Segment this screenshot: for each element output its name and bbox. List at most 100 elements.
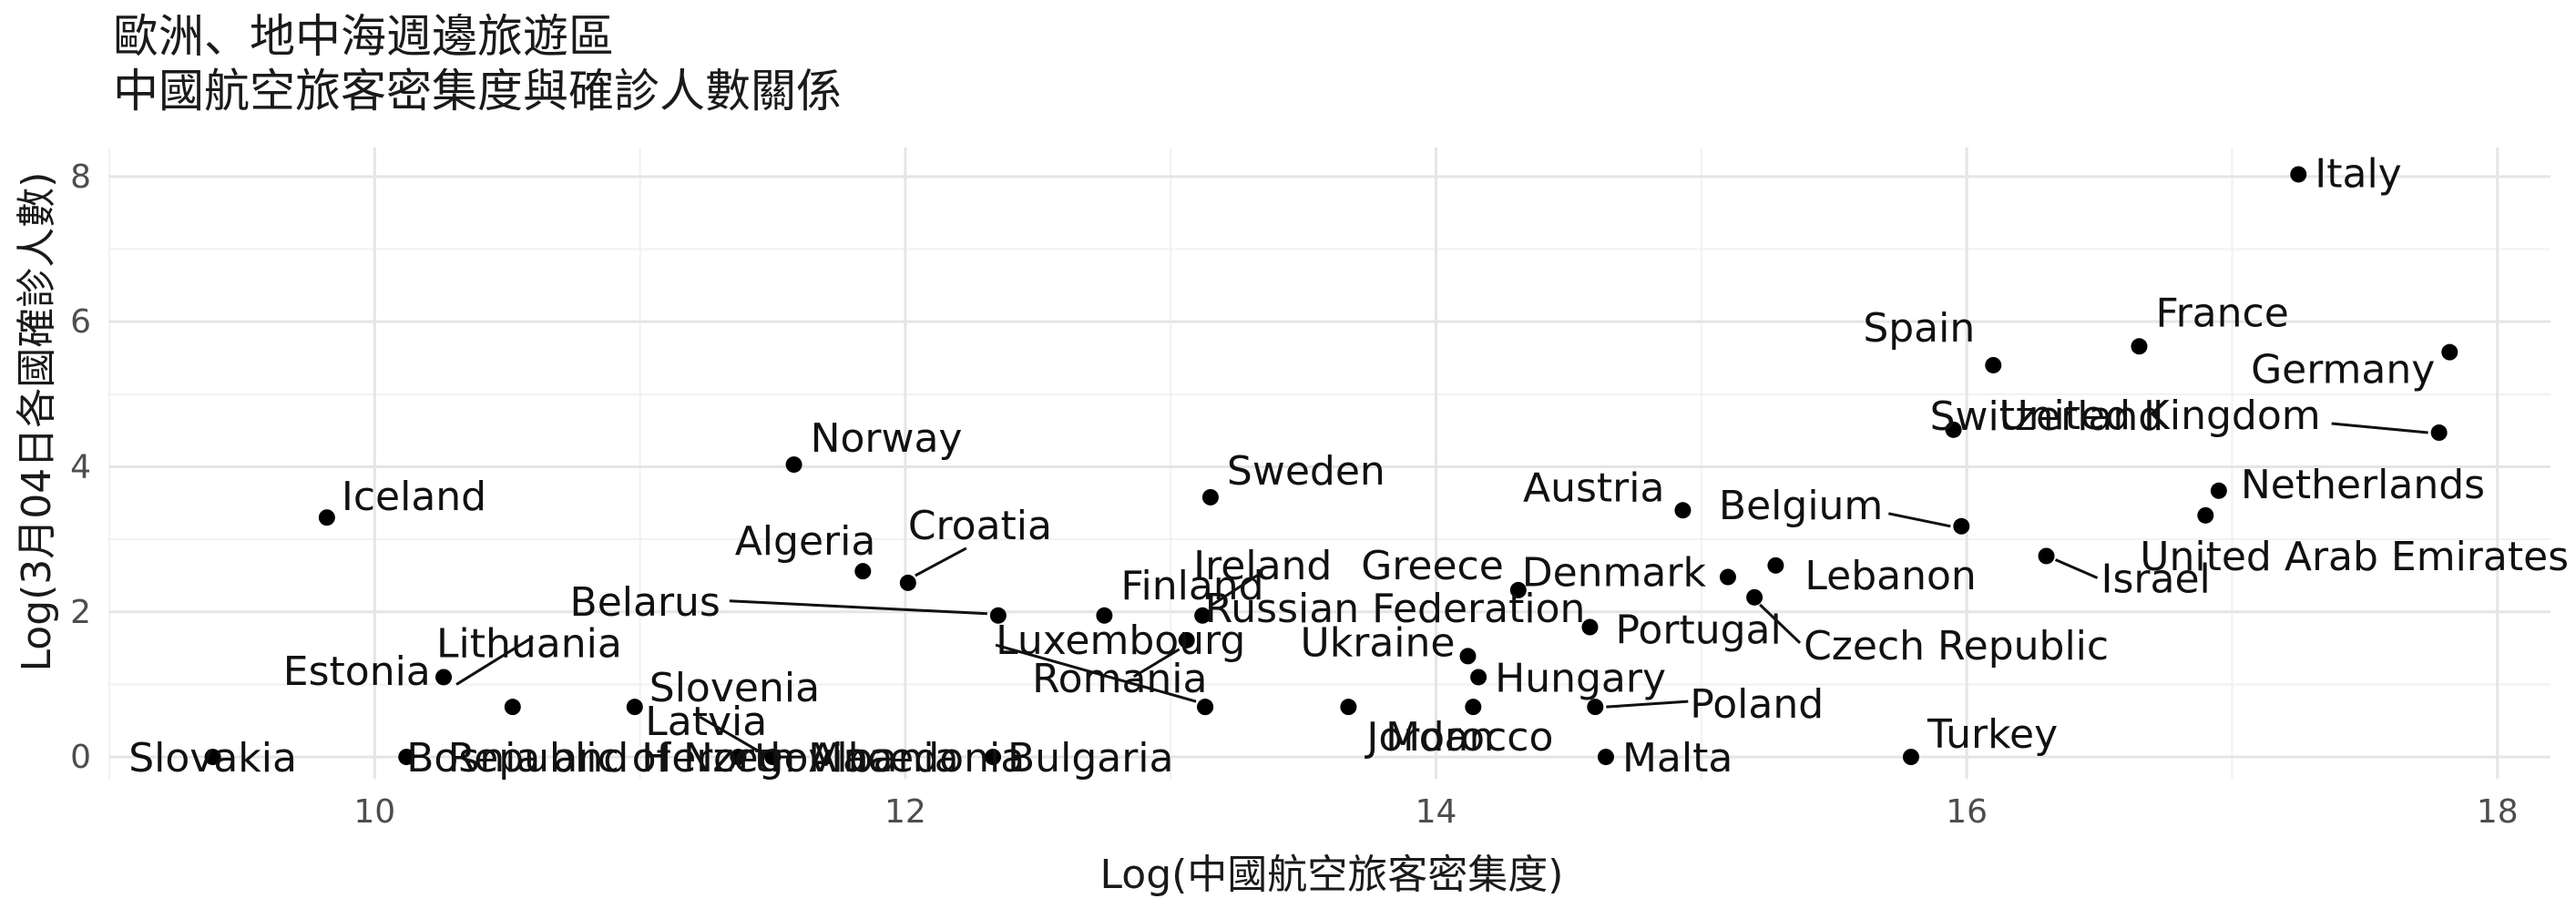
- data-point: [899, 574, 916, 591]
- leader-line: [1759, 603, 1802, 644]
- point-label: Poland: [1690, 681, 1824, 728]
- point-label: Belarus: [570, 579, 721, 626]
- point-label: Switzerland: [1930, 393, 2164, 440]
- x-axis-title: Log(中國航空旅客密集度): [1100, 852, 1564, 898]
- y-tick-label: 2: [70, 594, 91, 631]
- data-point: [318, 509, 335, 526]
- point-label: Luxembourg: [996, 618, 1245, 664]
- leader-line: [2331, 422, 2428, 434]
- data-point: [854, 563, 872, 580]
- point-label: Israel: [2101, 556, 2211, 602]
- x-tick-label: 14: [1416, 793, 1457, 831]
- data-point: [1767, 557, 1784, 574]
- point-label: Italy: [2315, 150, 2401, 197]
- data-point: [1719, 568, 1736, 586]
- point-label: Ukraine: [1301, 619, 1456, 666]
- data-point: [1902, 749, 1919, 766]
- data-point: [1509, 581, 1527, 598]
- point-label: Lithuania: [436, 620, 622, 667]
- point-label: Romania: [1032, 656, 1207, 702]
- leader-line: [455, 636, 534, 686]
- point-label: Portugal: [1615, 608, 1781, 654]
- x-tick-label: 18: [2477, 793, 2519, 831]
- leader-line: [1606, 699, 1689, 709]
- data-point: [989, 607, 1007, 624]
- data-point: [1459, 648, 1477, 665]
- data-point: [1587, 699, 1604, 716]
- point-label: Hungary: [1495, 655, 1666, 701]
- point-label: Greece: [1361, 543, 1504, 589]
- data-point: [1674, 502, 1692, 519]
- leader-line: [915, 546, 967, 577]
- data-point: [764, 749, 782, 766]
- data-point: [398, 749, 415, 766]
- point-label: Ireland: [1193, 543, 1332, 589]
- leader-line: [995, 643, 1197, 703]
- y-tick-label: 0: [70, 739, 91, 776]
- chart-title: 歐洲、地中海週邊旅遊區: [113, 10, 614, 63]
- leader-line: [699, 715, 767, 757]
- data-point: [2197, 506, 2214, 524]
- data-point: [1197, 699, 1214, 716]
- data-point: [1746, 588, 1763, 606]
- data-point: [1985, 356, 2002, 373]
- data-point: [1340, 699, 1357, 716]
- data-point: [435, 669, 453, 686]
- point-label: Estonia: [283, 648, 431, 695]
- point-label: Netherlands: [2241, 462, 2485, 508]
- point-label: France: [2155, 290, 2288, 336]
- data-point: [1945, 421, 1962, 438]
- leader-line: [1132, 648, 1181, 679]
- data-point: [2441, 343, 2458, 361]
- point-label: Turkey: [1927, 711, 2058, 758]
- data-point: [1178, 631, 1195, 648]
- data-point: [1201, 488, 1219, 505]
- point-label: Belgium: [1719, 483, 1883, 529]
- point-label: Iceland: [342, 474, 486, 520]
- data-point: [1597, 749, 1614, 766]
- data-point: [1581, 618, 1599, 636]
- y-axis-title: Log(3月04日各國確診人數): [14, 172, 60, 672]
- point-label: Morocco: [1385, 714, 1553, 761]
- point-label: Jordan: [1364, 714, 1494, 761]
- data-point: [2290, 166, 2307, 183]
- y-tick-label: 6: [70, 303, 91, 341]
- data-point: [1096, 607, 1113, 624]
- x-tick-label: 12: [884, 793, 926, 831]
- leader-line: [1209, 574, 1258, 608]
- y-tick-labels: 0 2 4 6 8: [70, 158, 91, 776]
- chart-subtitle: 中國航空旅客密集度與確診人數關係: [113, 65, 842, 117]
- data-points: [204, 166, 2458, 766]
- data-point: [1194, 607, 1211, 624]
- point-label: Sweden: [1227, 448, 1385, 495]
- data-point: [730, 749, 747, 766]
- leader-line: [1888, 512, 1951, 528]
- leader-line: [2054, 558, 2099, 579]
- x-tick-label: 10: [353, 793, 395, 831]
- data-point: [2430, 424, 2448, 442]
- data-point: [204, 749, 221, 766]
- y-tick-label: 4: [70, 448, 91, 485]
- point-label: Finland: [1120, 563, 1263, 609]
- point-label: Germany: [2251, 347, 2435, 393]
- point-label: Algeria: [735, 518, 876, 565]
- point-label: Bulgaria: [1007, 735, 1173, 781]
- point-label: United Kingdom: [1998, 393, 2320, 439]
- point-label: Albania: [809, 735, 958, 781]
- point-labels: Italy France Germany Spain United KingdomSwi…: [128, 150, 2569, 781]
- data-point: [1470, 669, 1487, 686]
- point-label: Slovenia: [649, 665, 820, 711]
- point-label: Lebanon: [1804, 553, 1976, 599]
- point-label: Spain: [1863, 305, 1975, 352]
- data-point: [785, 456, 802, 474]
- point-label: Slovakia: [128, 735, 297, 781]
- data-point: [2131, 338, 2148, 355]
- point-label: Czech Republic: [1804, 623, 2109, 669]
- point-label: Republic of North Macedonia: [448, 735, 1026, 781]
- x-tick-label: 16: [1946, 793, 1988, 831]
- label-leader-lines: [455, 422, 2428, 759]
- data-point: [1465, 699, 1482, 716]
- point-label: Malta: [1622, 735, 1733, 781]
- data-point: [626, 699, 643, 716]
